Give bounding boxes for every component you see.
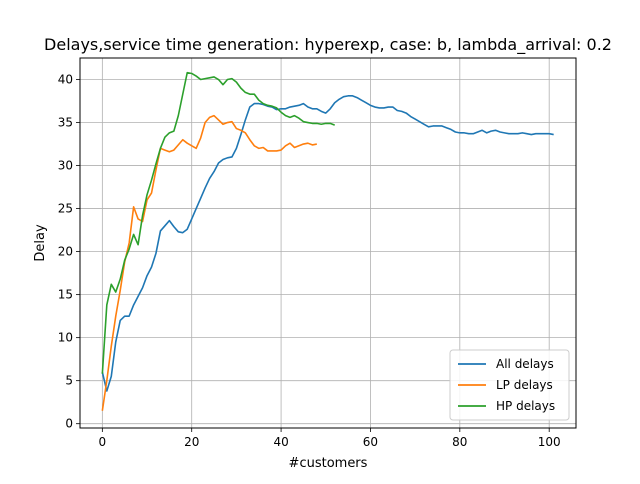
x-tick-label: 80: [452, 435, 467, 449]
series-line-1: [101, 95, 554, 392]
x-tick-label: 0: [99, 435, 107, 449]
y-tick-label: 25: [58, 202, 73, 216]
x-tick-label: 40: [273, 435, 288, 449]
y-axis-label: Delay: [33, 224, 48, 262]
y-tick-label: 10: [58, 331, 73, 345]
series-line-2: [101, 114, 317, 411]
legend-label: HP delays: [496, 399, 555, 413]
legend: All delays LP delays HP delays: [449, 349, 570, 421]
y-tick-label: 30: [58, 159, 73, 173]
series-layer: [101, 71, 554, 411]
x-tick-label: 60: [363, 435, 378, 449]
chart-title: Delays,service time generation: hyperexp…: [44, 35, 612, 55]
legend-box: [449, 349, 570, 421]
legend-label: LP delays: [496, 378, 553, 392]
y-tick-label: 0: [65, 417, 73, 431]
x-axis-label: #customers: [289, 456, 368, 471]
series-line-3: [101, 71, 335, 374]
ticks-layer: 0 20 40 60 80 100 0 5 10 15 20 25 30 35 40: [58, 73, 561, 449]
y-tick-label: 20: [58, 245, 73, 259]
y-tick-label: 35: [58, 116, 73, 130]
grid-layer: [80, 58, 576, 428]
plot-frame: [79, 57, 577, 429]
x-tick-label: 100: [538, 435, 561, 449]
y-tick-label: 15: [58, 288, 73, 302]
y-tick-label: 40: [58, 73, 73, 87]
y-tick-label: 5: [65, 374, 73, 388]
x-tick-label: 20: [184, 435, 199, 449]
legend-label: All delays: [496, 357, 554, 371]
